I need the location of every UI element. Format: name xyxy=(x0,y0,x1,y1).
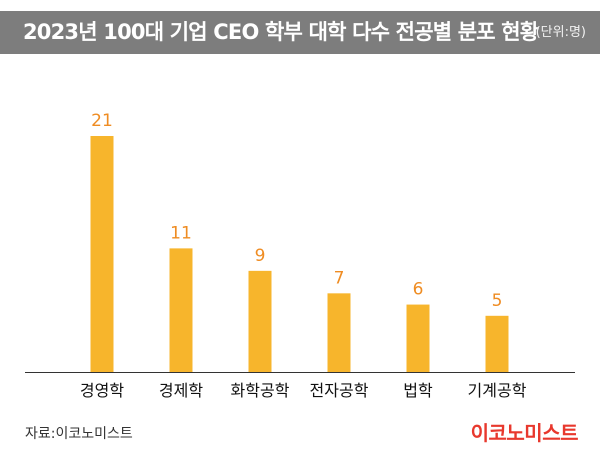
bar-전자공학 xyxy=(327,293,351,372)
brand-logo: 이코노미스트 xyxy=(470,421,579,445)
chart-title: 2023년 100대 기업 CEO 학부 대학 다수 전공별 분포 현황 xyxy=(23,20,539,44)
bar-화학공학 xyxy=(248,270,272,372)
value-label: 7 xyxy=(334,268,345,288)
bar-법학 xyxy=(406,304,430,372)
value-label: 11 xyxy=(170,223,192,243)
category-label: 화학공학 xyxy=(231,381,290,400)
title-bar: 2023년 100대 기업 CEO 학부 대학 다수 전공별 분포 현황 (단위… xyxy=(0,11,600,54)
category-label: 전자공학 xyxy=(310,381,369,400)
category-label: 경제학 xyxy=(159,381,203,400)
category-label: 기계공학 xyxy=(468,381,527,400)
unit-label: (단위:명) xyxy=(535,25,586,40)
value-label: 9 xyxy=(255,246,266,266)
value-label: 21 xyxy=(91,111,113,131)
source-note: 자료:이코노미스트 xyxy=(25,426,133,442)
bar-기계공학 xyxy=(485,315,509,372)
value-label: 5 xyxy=(492,291,503,311)
value-label: 6 xyxy=(413,280,424,300)
bar-경제학 xyxy=(169,248,193,372)
bar-경영학 xyxy=(90,136,114,372)
category-label: 경영학 xyxy=(80,381,124,400)
category-label: 법학 xyxy=(403,381,433,400)
